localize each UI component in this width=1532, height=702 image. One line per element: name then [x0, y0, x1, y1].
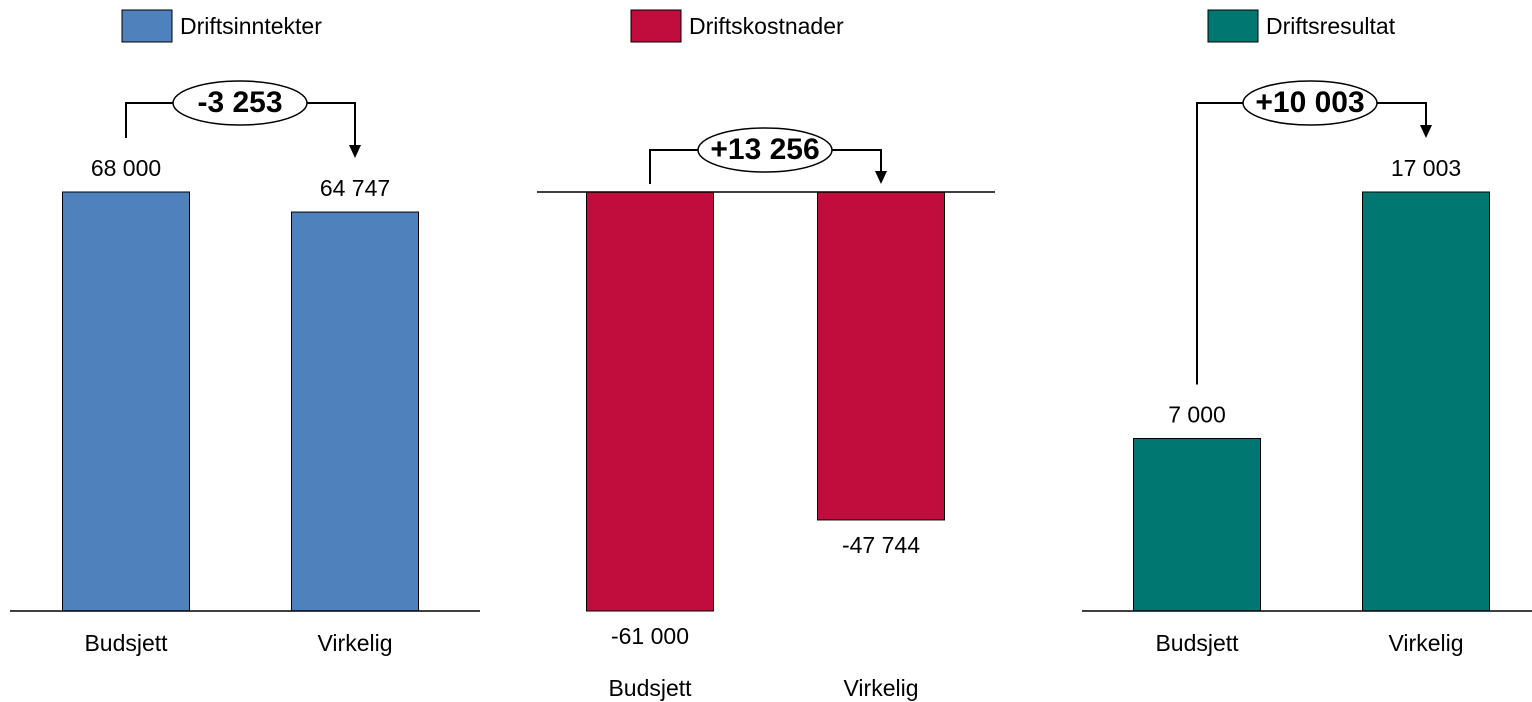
- value-label: 17 003: [1391, 155, 1461, 181]
- legend-label: Driftsresultat: [1266, 13, 1396, 39]
- value-label: 7 000: [1168, 402, 1226, 428]
- bar: [291, 211, 419, 612]
- value-label: 64 747: [320, 175, 390, 201]
- annotation-bubble: [697, 127, 833, 173]
- bar: [1362, 191, 1490, 612]
- x-tick-label: Virkelig: [844, 675, 919, 701]
- value-label: -47 744: [842, 532, 920, 558]
- arrow-head: [349, 145, 361, 159]
- legend-label: Driftsinntekter: [180, 13, 322, 39]
- legend-swatch: [630, 9, 682, 43]
- annotation-bubble: [1242, 80, 1378, 126]
- value-label: 68 000: [91, 155, 161, 181]
- bar: [1133, 438, 1261, 612]
- legend-label: Driftskostnader: [689, 13, 844, 39]
- value-label: -61 000: [611, 623, 689, 649]
- x-tick-label: Budsjett: [1155, 630, 1239, 656]
- x-tick-label: Virkelig: [1389, 630, 1464, 656]
- annotation: -3 253: [197, 86, 282, 119]
- x-tick-label: Virkelig: [318, 630, 393, 656]
- annotation: +10 003: [1255, 86, 1364, 119]
- x-tick-label: Budsjett: [608, 675, 692, 701]
- arrow-head: [1420, 125, 1432, 138]
- legend-swatch: [121, 9, 173, 43]
- bar: [62, 191, 190, 612]
- arrow-head: [875, 171, 887, 184]
- annotation-bubble: [172, 80, 308, 126]
- legend-swatch: [1207, 9, 1259, 43]
- x-tick-label: Budsjett: [84, 630, 168, 656]
- annotation: +13 256: [710, 133, 819, 166]
- bar: [586, 191, 714, 612]
- bar: [817, 191, 945, 521]
